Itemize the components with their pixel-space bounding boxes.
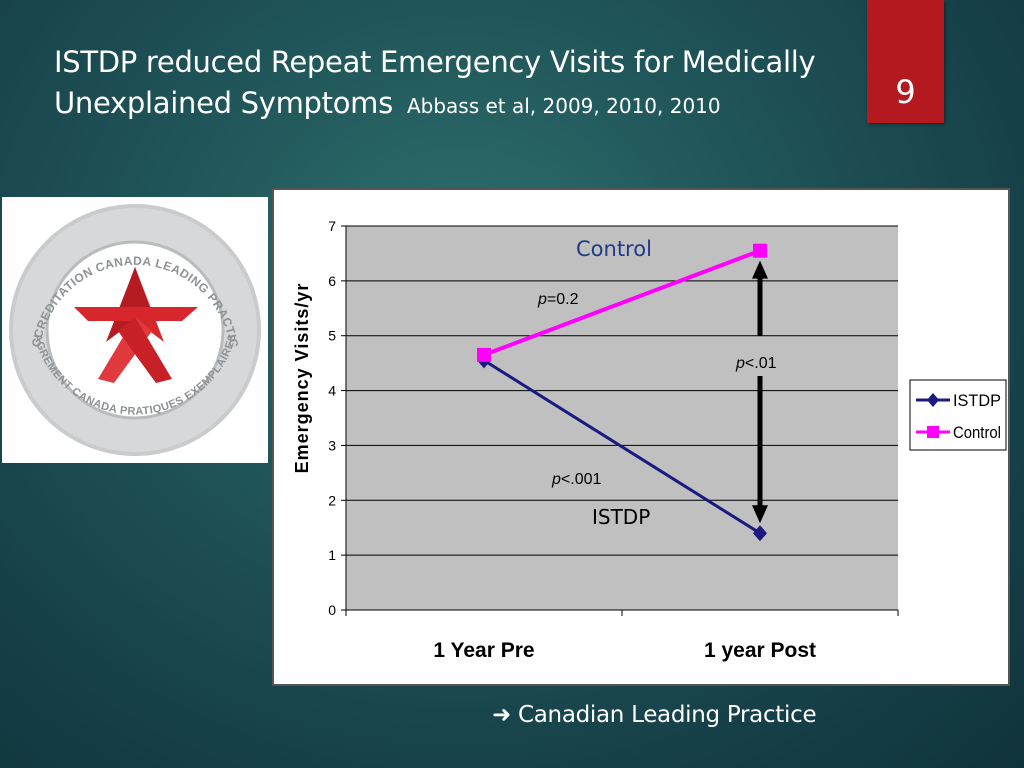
title-line-1: ISTDP reduced Repeat Emergency Visits fo…	[54, 45, 816, 79]
arrow-head-down-icon	[752, 505, 768, 524]
y-tick-label: 5	[328, 328, 336, 344]
right-arrow-icon: ➜	[492, 702, 511, 728]
legend-marker-control	[927, 426, 939, 438]
line-chart: 0 1 2 3 4 5 6 7 1 Year Pre 1 year Post Emergency V…	[292, 218, 1007, 662]
title-line-2: Unexplained Symptoms Abbass et al, 2009, …	[54, 83, 844, 127]
istdp-series-label: ISTDP	[592, 505, 650, 529]
y-axis-title: Emergency Visits/yr	[292, 283, 312, 474]
y-tick-label: 3	[328, 437, 336, 453]
seal-star-icon	[74, 267, 198, 383]
y-tick-label: 4	[328, 383, 336, 399]
slide-number: 9	[867, 0, 944, 123]
y-tick-label: 2	[328, 492, 336, 508]
series-line-istdp	[483, 359, 761, 535]
accreditation-seal: ACCREDITATION CANADA LEADING PRACTICE AG…	[0, 186, 268, 463]
data-point-control	[753, 243, 767, 258]
seal-logo: ACCREDITATION CANADA LEADING PRACTICE AG…	[0, 186, 261, 456]
x-tick-label: 1 Year Pre	[433, 639, 534, 662]
citation: Abbass et al, 2009, 2010, 2010	[406, 94, 721, 118]
title-line-2-text: Unexplained Symptoms	[54, 86, 393, 120]
plot-area	[346, 226, 898, 610]
y-tick-label: 0	[328, 602, 336, 618]
legend-label-control: Control	[953, 423, 1001, 442]
data-point-control	[477, 347, 491, 362]
p-value-control: p=0.2	[537, 291, 579, 308]
x-tick-label: 1 year Post	[704, 639, 816, 662]
data-point-istdp	[753, 525, 767, 542]
slide-title: ISTDP reduced Repeat Emergency Visits fo…	[54, 42, 844, 127]
series-line-control	[483, 248, 761, 357]
footnote-text: Canadian Leading Practice	[518, 702, 817, 728]
legend-marker-istdp	[927, 393, 939, 407]
control-series-label: Control	[576, 237, 652, 261]
legend	[909, 379, 1007, 451]
arrow-head-up-icon	[752, 260, 768, 279]
y-tick-label: 1	[328, 547, 336, 563]
chart-panel: 0 1 2 3 4 5 6 7 1 Year Pre 1 year Post Emergency V…	[272, 188, 1010, 686]
y-tick-label: 7	[328, 218, 336, 234]
footnote: ➜ Canadian Leading Practice	[492, 702, 817, 728]
legend-label-istdp: ISTDP	[953, 391, 1001, 410]
y-tick-label: 6	[328, 273, 336, 289]
p-value-between: p<.01	[735, 355, 777, 372]
p-value-istdp: p<.001	[551, 471, 601, 488]
